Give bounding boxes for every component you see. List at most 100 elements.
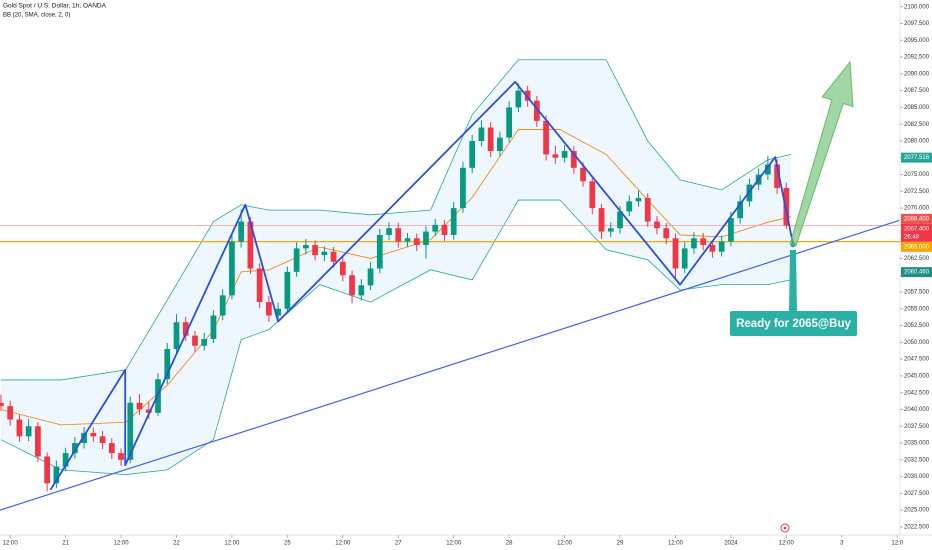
x-tick-label: 12:00 [779, 541, 795, 547]
candle-body [524, 90, 531, 101]
x-tick-label: 29 [617, 541, 624, 547]
candle-body [367, 268, 374, 286]
price-label: 2077.516 [904, 155, 930, 161]
candle-body [395, 228, 402, 242]
y-tick-label: 2040.000 [904, 407, 930, 413]
candle-body [543, 120, 549, 155]
candle-body [219, 295, 226, 316]
target-icon[interactable] [780, 523, 790, 533]
x-tick-label: 25 [284, 541, 291, 547]
up-arrow [789, 60, 854, 247]
candle-body [35, 426, 41, 457]
y-tick-label: 2085.000 [904, 105, 930, 111]
y-tick-label: 2037.500 [904, 424, 930, 430]
candle-body [681, 248, 688, 269]
candle-body [644, 198, 651, 222]
price-label-box [901, 223, 932, 242]
y-tick-label: 2055.000 [904, 306, 930, 312]
y-tick-label: 2087.500 [904, 88, 930, 94]
candle-body [192, 335, 198, 346]
y-tick-label: 2097.500 [904, 21, 930, 27]
candle-body [450, 208, 457, 235]
price-label: 2067.400 [904, 226, 930, 232]
annotation-box [730, 311, 857, 336]
x-tick-label: 12:00 [3, 541, 19, 547]
candle-body [62, 453, 69, 467]
trendline [0, 219, 900, 511]
candle-body [247, 221, 254, 269]
x-tick-label: 12:00 [114, 541, 130, 547]
candle-body [469, 140, 476, 168]
y-tick-label: 2095.000 [904, 38, 930, 44]
candle-body [626, 201, 633, 212]
price-label: 2065.000 [904, 244, 930, 250]
candle-body [330, 251, 337, 262]
candle-body [515, 90, 522, 108]
candle-body [441, 224, 448, 235]
axes: 2022.500 2025.000 2027.500 2030.000 2032.500… [3, 4, 932, 547]
candle-body [423, 231, 429, 246]
candle-body [663, 228, 670, 239]
y-tick-label: 2057.500 [904, 290, 930, 296]
candle-body [552, 154, 559, 158]
candle-body [118, 453, 124, 460]
candle-body [580, 167, 586, 182]
price-label: 2060.460 [904, 270, 930, 276]
candle-body [617, 211, 623, 229]
y-tick-label: 2025.000 [904, 508, 930, 514]
candle-body [210, 315, 217, 339]
candle-body [44, 456, 50, 484]
candle-body [404, 238, 411, 242]
candle-body [312, 245, 318, 256]
candle-body [607, 228, 614, 232]
x-tick-label: 3 [840, 541, 844, 547]
price-label-box [901, 241, 932, 252]
candle-body [16, 419, 23, 437]
candle-body [182, 322, 189, 336]
price-label-box [901, 213, 932, 224]
candle-body [506, 107, 513, 138]
candle-body [145, 409, 152, 413]
x-tick-label: 12:00 [668, 541, 684, 547]
price-label: 2068.400 [904, 216, 930, 222]
band-middle [0, 129, 792, 426]
x-tick-label: 27 [395, 541, 402, 547]
y-tick-label: 2027.500 [904, 491, 930, 497]
candle-body [256, 268, 263, 303]
candle-body [709, 245, 716, 252]
x-tick-label: 2024 [724, 541, 738, 547]
candle-body [238, 221, 245, 242]
y-tick-label: 2050.000 [904, 340, 930, 346]
candle-body [432, 224, 439, 232]
candle-body [598, 208, 605, 232]
y-tick-label: 2072.500 [904, 189, 930, 195]
candle-body [672, 238, 679, 269]
y-tick-label: 2082.500 [904, 122, 930, 128]
candle-body [691, 238, 697, 249]
annotation-stem [789, 250, 797, 312]
chart-title: Gold Spot / U.S. Dollar, 1h, OANDA [3, 3, 107, 10]
candle-body [173, 322, 180, 350]
y-tick-label: 2035.000 [904, 441, 930, 447]
y-tick-label: 2100.000 [904, 4, 930, 10]
candle-body [386, 228, 392, 235]
candle-body [700, 238, 707, 246]
y-tick-label: 2052.500 [904, 323, 930, 329]
candle-body [728, 218, 734, 242]
plot-area [0, 59, 900, 511]
target-icon-dot [783, 526, 787, 530]
y-tick-label: 2022.500 [904, 525, 930, 531]
candle-body [635, 198, 642, 202]
annotation-anchor [790, 242, 796, 248]
countdown: 26:48 [904, 234, 920, 240]
x-tick-label: 12:00 [335, 541, 351, 547]
candle-body [737, 201, 744, 219]
candle-body [654, 221, 660, 229]
candle-body [561, 151, 568, 158]
candle-body [774, 164, 780, 188]
x-tick-label: 12:0 [891, 541, 903, 547]
y-tick-label: 2062.500 [904, 256, 930, 262]
y-tick-label: 2042.500 [904, 390, 930, 396]
x-tick-label: 22 [173, 541, 180, 547]
